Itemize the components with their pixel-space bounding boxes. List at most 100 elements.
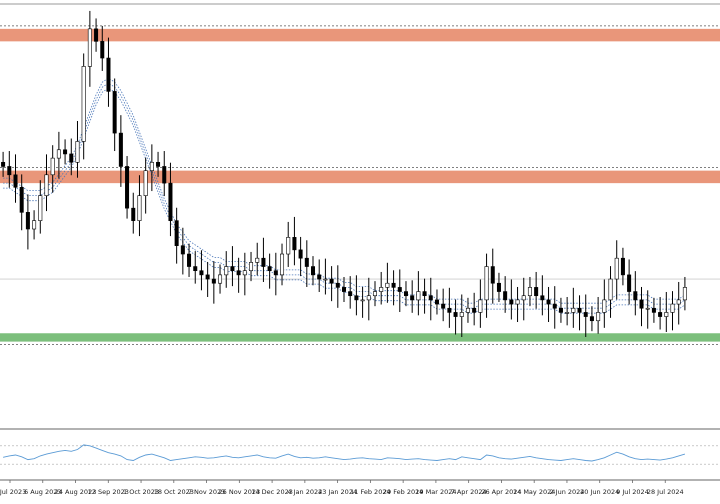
oscillator-line <box>3 444 686 462</box>
candle-body <box>125 166 130 209</box>
candle-body <box>187 253 192 267</box>
candle-body <box>676 299 681 305</box>
candle-body <box>397 287 402 292</box>
x-tick-label: 18 Oct 2023 <box>154 488 194 496</box>
x-tick-label: 29 Feb 2024 <box>383 488 423 496</box>
candle-body <box>94 28 99 42</box>
candle-body <box>335 282 340 288</box>
candle-body <box>38 195 43 221</box>
candle-body <box>100 41 105 59</box>
candle-body <box>32 220 37 230</box>
candle-body <box>75 141 80 163</box>
candle-body <box>379 287 384 292</box>
candle-body <box>69 153 74 163</box>
candle-body <box>286 237 291 255</box>
candle-body <box>546 299 551 305</box>
candle-body <box>664 312 669 317</box>
candle-body <box>571 307 576 313</box>
candle-body <box>156 161 161 167</box>
candle-body <box>639 299 644 309</box>
candle-body <box>44 174 49 196</box>
candle-body <box>651 307 656 313</box>
candle-body <box>385 282 390 288</box>
candle-body <box>558 307 563 313</box>
x-tick-label: 20 Jun 2024 <box>580 488 619 496</box>
candle-body <box>372 291 377 297</box>
candle-body <box>509 299 514 305</box>
candle-body <box>143 170 148 196</box>
candle-body <box>354 295 359 301</box>
candle-body <box>168 182 173 221</box>
candle-body <box>218 274 223 284</box>
candle-body <box>329 278 334 284</box>
candle-body <box>453 312 458 317</box>
candle-body <box>118 132 123 167</box>
candle-body <box>534 287 539 297</box>
candle-body <box>298 249 303 259</box>
candle-body <box>577 307 582 313</box>
x-tick-label: 24 Aug 2023 <box>55 488 97 496</box>
x-tick-label: 6 Aug 2023 <box>24 488 62 496</box>
candle-body <box>255 257 260 263</box>
x-tick-label: 1 Oct 2023 <box>123 488 159 496</box>
candle-body <box>403 291 408 297</box>
candle-body <box>311 266 316 276</box>
candle-body <box>472 307 477 313</box>
ma-band-line <box>3 87 686 314</box>
x-tick-label: 23 Jan 2024 <box>318 488 357 496</box>
ma-band-line <box>3 77 686 304</box>
candle-body <box>137 195 142 221</box>
candle-body <box>13 174 18 188</box>
candle-body <box>391 282 396 288</box>
x-tick-label: 26 Apr 2024 <box>481 488 521 496</box>
candle-body <box>627 274 632 292</box>
candle-body <box>249 262 254 272</box>
candle-body <box>50 157 55 176</box>
candle-body <box>323 278 328 281</box>
candle-body <box>478 299 483 313</box>
candle-body <box>63 149 68 155</box>
candle-body <box>620 257 625 276</box>
candle-body <box>540 295 545 301</box>
candle-body <box>645 307 650 310</box>
x-tick-label: 14 Dec 2023 <box>251 488 293 496</box>
candle-body <box>341 287 347 292</box>
candle-body <box>583 312 588 317</box>
candle-body <box>236 270 241 276</box>
x-tick-label: 28 Jul 2024 <box>647 488 684 496</box>
candle-body <box>56 149 61 159</box>
candle-body <box>465 307 470 313</box>
resistance-zone <box>0 28 720 42</box>
candle-body <box>174 220 179 246</box>
candle-body <box>428 295 433 301</box>
candle-body <box>348 291 353 297</box>
candle-body <box>292 237 297 251</box>
candle-body <box>602 299 607 313</box>
candle-body <box>360 299 365 302</box>
candle-body <box>441 303 446 309</box>
x-tick-label: 11 Feb 2024 <box>350 488 390 496</box>
x-tick-label: 12 Sep 2023 <box>88 488 129 496</box>
candle-body <box>552 303 557 309</box>
candle-body <box>162 166 167 184</box>
candle-body <box>527 287 532 297</box>
candle-body <box>193 266 198 272</box>
candle-body <box>670 303 675 313</box>
moving-average-band <box>3 77 686 314</box>
candle-body <box>267 266 272 272</box>
candle-body <box>261 257 266 267</box>
candle-body <box>484 266 489 301</box>
x-tick-label: 9 Jul 2024 <box>616 488 649 496</box>
candle-body <box>633 291 638 301</box>
candle-body <box>410 295 415 301</box>
x-tick-label: 2 Jun 2024 <box>549 488 584 496</box>
candles-layer <box>1 10 687 338</box>
candle-body <box>608 278 613 301</box>
candle-body <box>81 66 86 142</box>
candle-body <box>447 307 452 313</box>
candle-body <box>434 299 439 305</box>
candle-body <box>503 291 508 301</box>
candle-body <box>224 266 229 276</box>
